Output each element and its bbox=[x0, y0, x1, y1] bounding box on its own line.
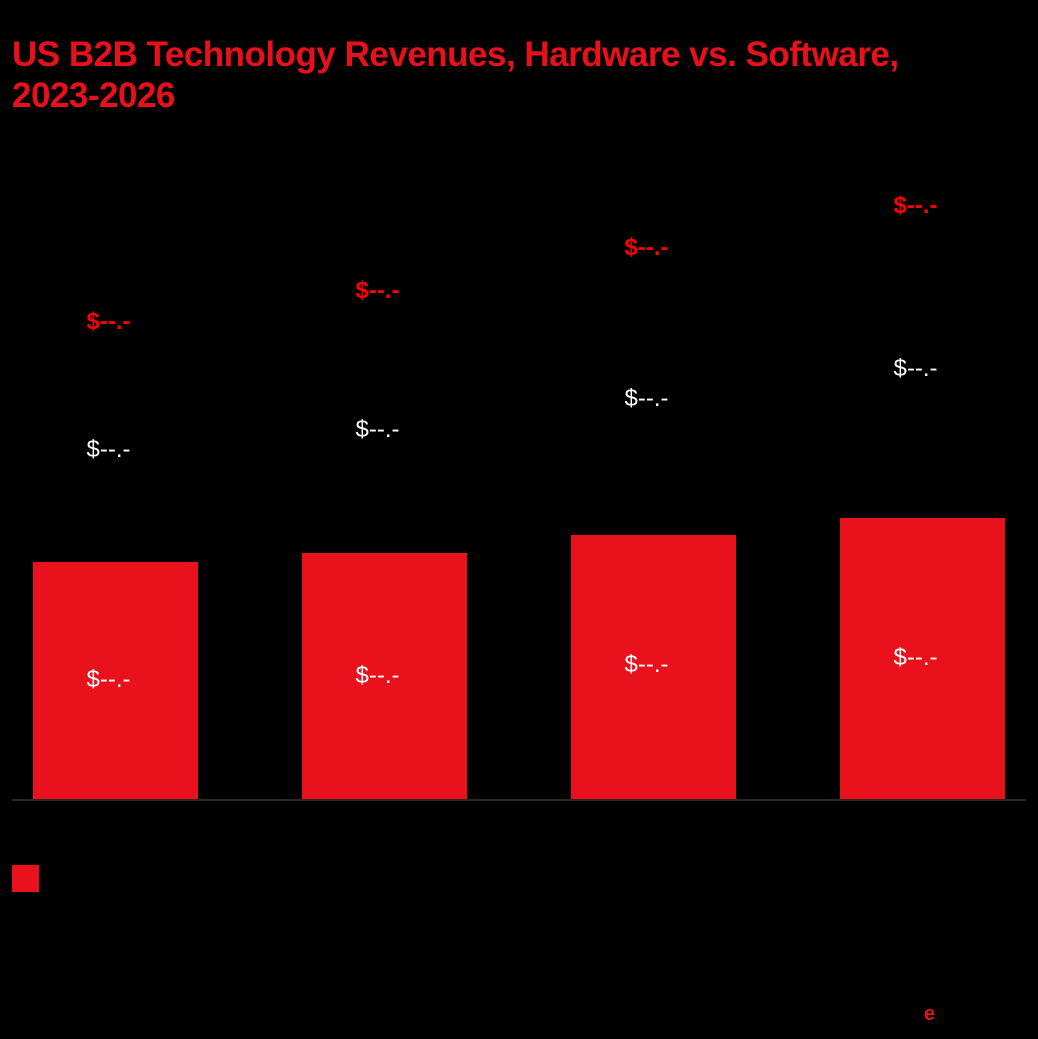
x-tick-2024: 2024 bbox=[362, 808, 407, 830]
chart-title: US B2B Technology Revenues, Hardware vs.… bbox=[12, 35, 899, 115]
x-tick-2026: 2026 bbox=[900, 808, 945, 830]
bar-software-2023 bbox=[33, 345, 198, 562]
bar-hardware-2023 bbox=[33, 562, 198, 800]
software-label-2023: $--.- bbox=[86, 436, 131, 463]
hardware-label-2026: $--.- bbox=[893, 644, 938, 671]
bar-hardware-2025 bbox=[571, 535, 736, 800]
bar-software-2025 bbox=[571, 271, 736, 535]
total-label-2023: $--.- bbox=[86, 308, 131, 335]
brand-logo: e bbox=[924, 1003, 936, 1025]
software-label-2026: $--.- bbox=[893, 355, 938, 382]
hardware-label-2023: $--.- bbox=[86, 666, 131, 693]
bar-hardware-2024 bbox=[302, 553, 467, 800]
bar-hardware-2026 bbox=[840, 518, 1005, 800]
total-label-2025: $--.- bbox=[624, 234, 669, 261]
hardware-label-2025: $--.- bbox=[624, 651, 669, 678]
x-axis-line bbox=[12, 799, 1026, 801]
total-label-2026: $--.- bbox=[893, 192, 938, 219]
software-label-2024: $--.- bbox=[355, 416, 400, 443]
total-label-2024: $--.- bbox=[355, 277, 400, 304]
x-tick-2025: 2025 bbox=[631, 808, 676, 830]
bar-software-2024 bbox=[302, 314, 467, 553]
x-tick-2023: 2023 bbox=[93, 808, 138, 830]
hardware-label-2024: $--.- bbox=[355, 662, 400, 689]
bar-software-2026 bbox=[840, 229, 1005, 518]
legend-swatch-hardware bbox=[12, 865, 39, 892]
software-label-2025: $--.- bbox=[624, 385, 669, 412]
